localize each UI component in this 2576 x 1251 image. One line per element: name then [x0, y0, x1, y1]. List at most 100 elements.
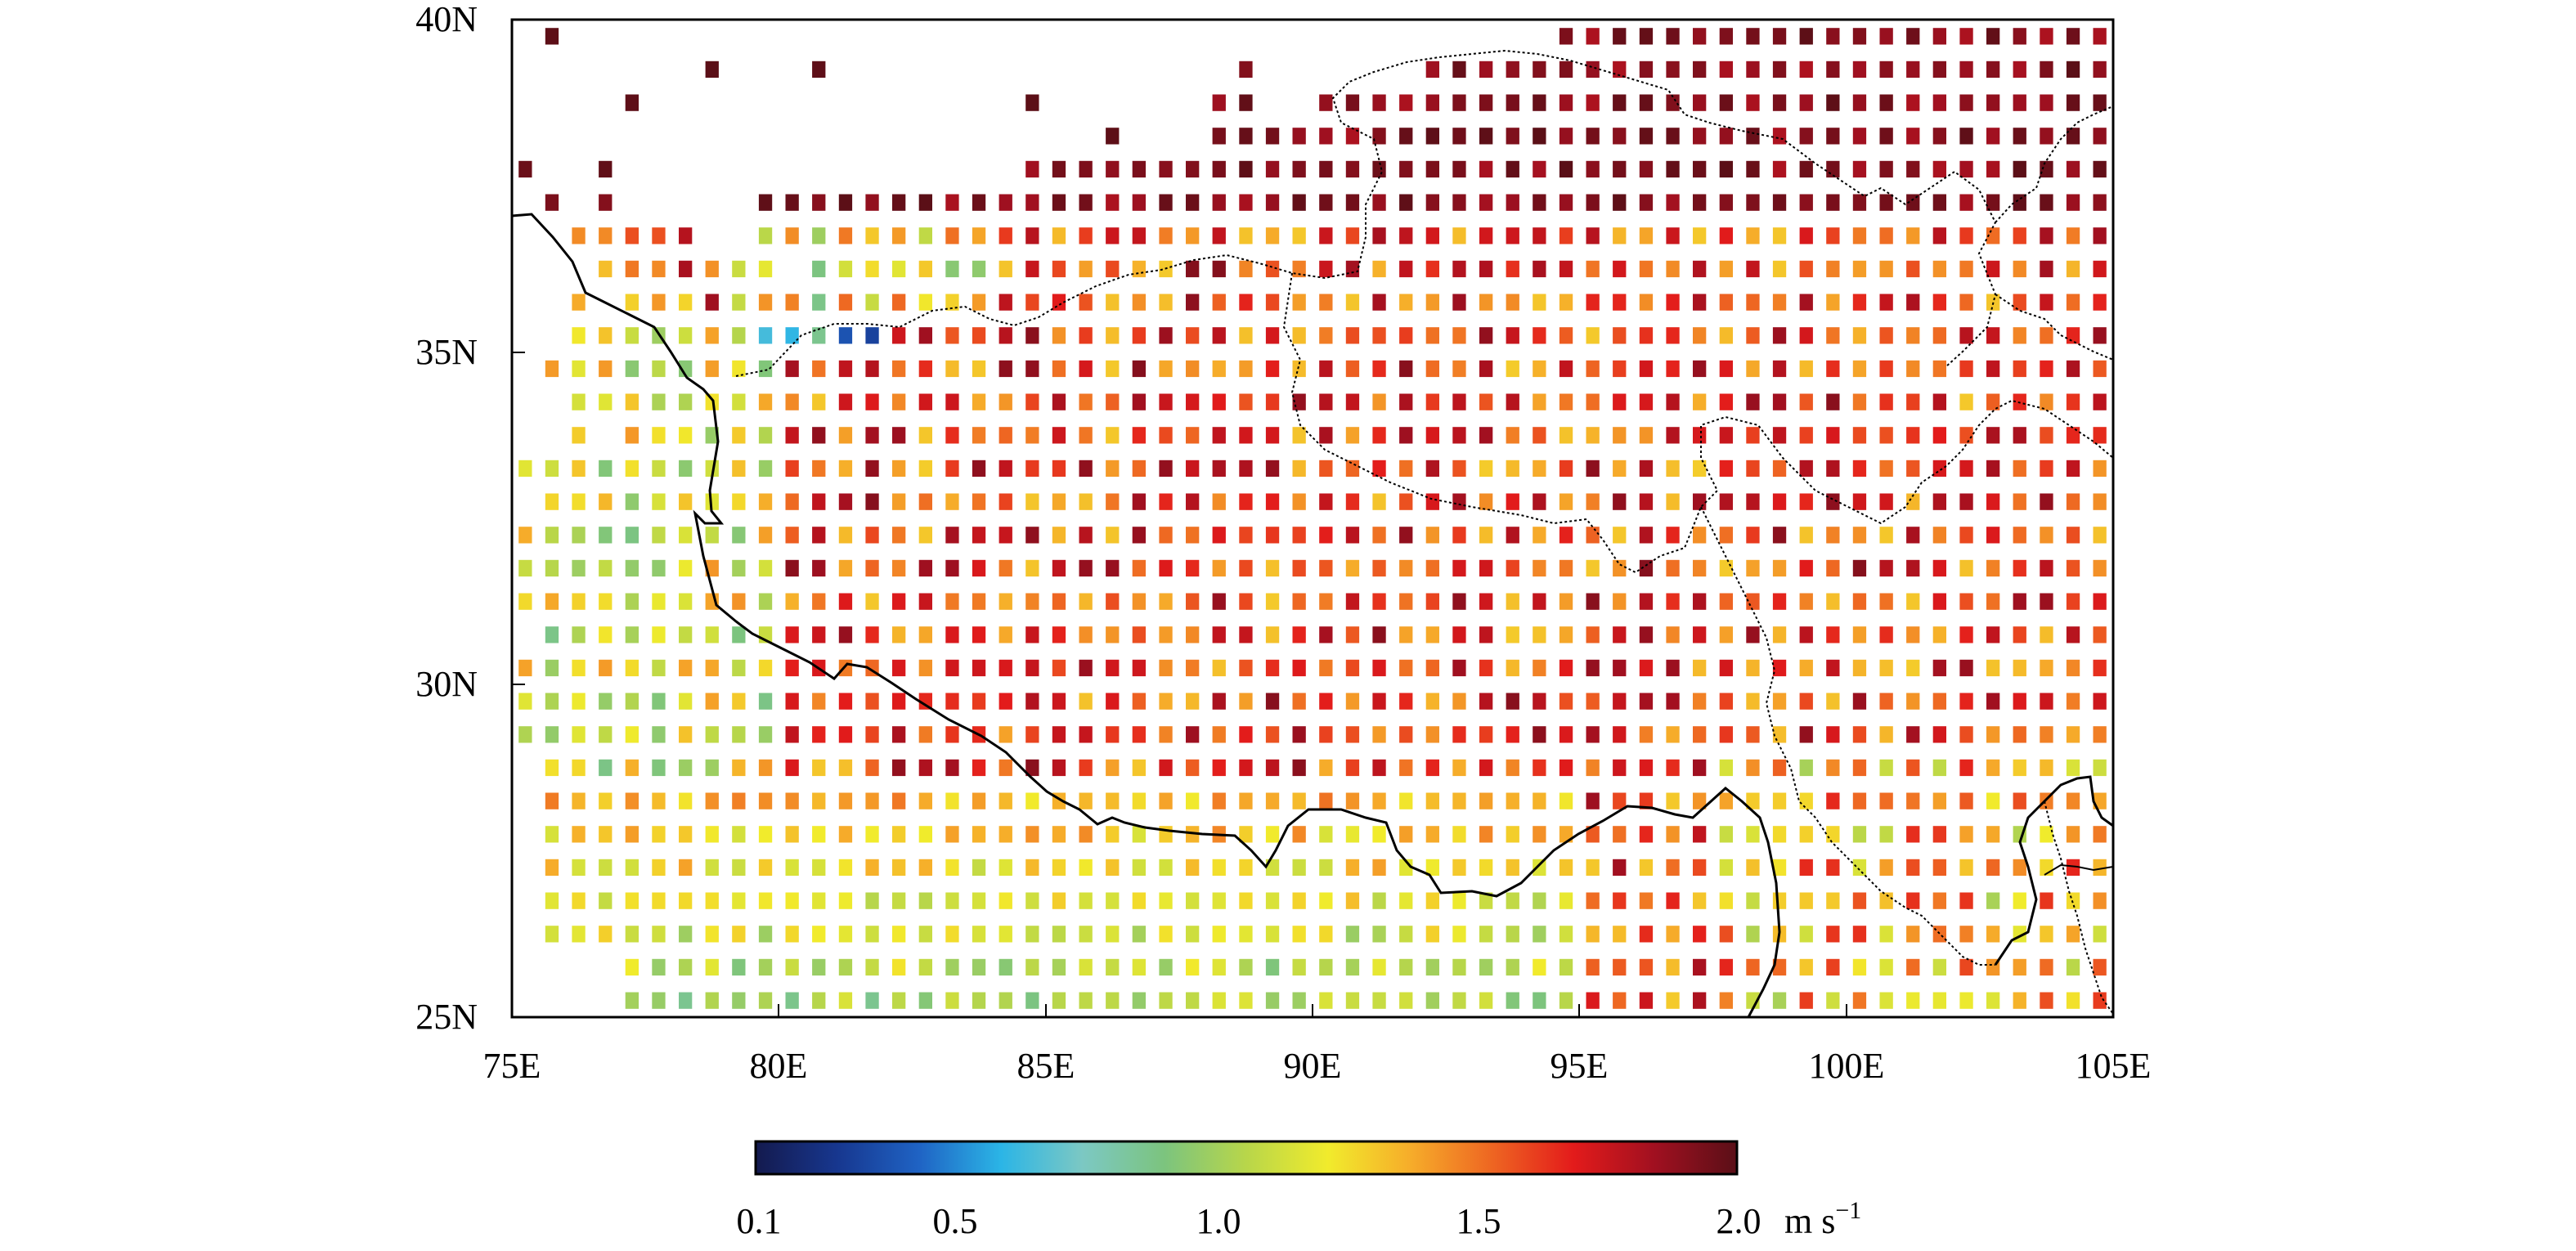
grid-cell: [1399, 826, 1413, 843]
grid-cell: [1106, 327, 1120, 344]
country-borders: [512, 49, 2113, 1017]
grid-cell: [518, 726, 532, 743]
grid-cell: [2093, 859, 2107, 877]
grid-cell: [972, 260, 986, 278]
grid-cell: [572, 527, 586, 544]
grid-cell: [732, 460, 746, 478]
grid-cell: [2093, 128, 2107, 145]
grid-cell: [1666, 61, 1680, 78]
grid-cell: [999, 460, 1012, 478]
grid-cell: [1239, 559, 1253, 577]
grid-cell: [2066, 726, 2080, 743]
grid-cell: [1533, 859, 1546, 877]
grid-cell: [732, 759, 746, 777]
grid-cell: [1292, 427, 1306, 444]
grid-cell: [785, 659, 799, 677]
grid-cell: [1693, 992, 1707, 1009]
grid-cell: [1746, 726, 1760, 743]
grid-cell: [1826, 427, 1840, 444]
grid-cell: [1292, 892, 1306, 909]
grid-cell: [892, 294, 906, 311]
grid-cell: [1106, 759, 1120, 777]
grid-cell: [999, 360, 1012, 378]
grid-cell: [1079, 493, 1093, 510]
grid-cell: [1613, 958, 1627, 976]
grid-cell: [1345, 160, 1360, 178]
grid-cell: [2066, 227, 2080, 244]
grid-cell: [1906, 992, 1920, 1009]
grid-cell: [572, 926, 586, 943]
grid-cell: [758, 892, 773, 909]
grid-cell: [1079, 659, 1093, 677]
grid-cell: [1666, 659, 1680, 677]
grid-cell: [1479, 693, 1493, 710]
grid-cell: [1372, 826, 1386, 843]
grid-cell: [1159, 427, 1173, 444]
grid-cell: [1399, 626, 1413, 643]
grid-cell: [1906, 294, 1920, 311]
grid-cell: [1372, 759, 1386, 777]
grid-cell: [1452, 693, 1466, 710]
grid-cell: [1746, 160, 1760, 178]
grid-cell: [1959, 759, 1973, 777]
grid-cell: [1345, 493, 1360, 510]
x-tick-label: 90E: [1284, 1046, 1342, 1086]
grid-cell: [1345, 227, 1360, 244]
grid-cell: [1986, 61, 2000, 78]
grid-cell: [1079, 194, 1093, 211]
grid-cell: [1906, 859, 1920, 877]
grid-cell: [1079, 726, 1093, 743]
grid-cell: [1986, 294, 2000, 311]
grid-cell: [1559, 28, 1573, 45]
grid-cell: [1399, 892, 1413, 909]
grid-cell: [705, 427, 719, 444]
grid-cell: [1666, 493, 1680, 510]
grid-cell: [892, 926, 906, 943]
grid-cell: [1959, 493, 1973, 510]
grid-cell: [1959, 559, 1973, 577]
grid-cell: [1906, 759, 1920, 777]
grid-cell: [652, 792, 666, 809]
grid-cell: [1932, 28, 1946, 45]
grid-cell: [1106, 992, 1120, 1009]
grid-cell: [1399, 726, 1413, 743]
grid-cell: [1559, 559, 1573, 577]
grid-cell: [1506, 94, 1519, 111]
grid-cell: [679, 626, 693, 643]
grid-cell: [1852, 227, 1867, 244]
grid-cell: [1533, 826, 1546, 843]
grid-cell: [1372, 260, 1386, 278]
grid-cell: [1639, 327, 1654, 344]
grid-cell: [758, 958, 773, 976]
grid-cell: [1932, 194, 1946, 211]
grid-cell: [679, 792, 693, 809]
grid-cell: [1186, 393, 1200, 410]
grid-cell: [732, 792, 746, 809]
colorbar: 0.1 0.5 1.0 1.5 2.0 m s−1: [737, 1140, 1861, 1241]
grid-cell: [1159, 892, 1173, 909]
grid-cell: [1292, 493, 1306, 510]
grid-cell: [1666, 393, 1680, 410]
grid-cell: [2013, 194, 2026, 211]
grid-cell: [518, 693, 532, 710]
grid-cell: [1613, 294, 1627, 311]
grid-cell: [758, 460, 773, 478]
grid-cell: [1212, 128, 1226, 145]
grid-cell: [1212, 859, 1226, 877]
grid-cell: [1932, 61, 1946, 78]
grid-cell: [1452, 260, 1466, 278]
grid-cell: [1265, 260, 1280, 278]
grid-cell: [652, 559, 666, 577]
grid-cell: [1452, 792, 1466, 809]
grid-cell: [1559, 992, 1573, 1009]
grid-cell: [732, 360, 746, 378]
grid-cell: [1452, 128, 1466, 145]
grid-cell: [2093, 61, 2107, 78]
grid-cell: [1052, 626, 1066, 643]
grid-cell: [2066, 294, 2080, 311]
grid-cell: [2040, 892, 2053, 909]
grid-cell: [1746, 493, 1760, 510]
grid-cell: [1506, 460, 1519, 478]
grid-cell: [1292, 926, 1306, 943]
grid-cell: [2066, 593, 2080, 610]
